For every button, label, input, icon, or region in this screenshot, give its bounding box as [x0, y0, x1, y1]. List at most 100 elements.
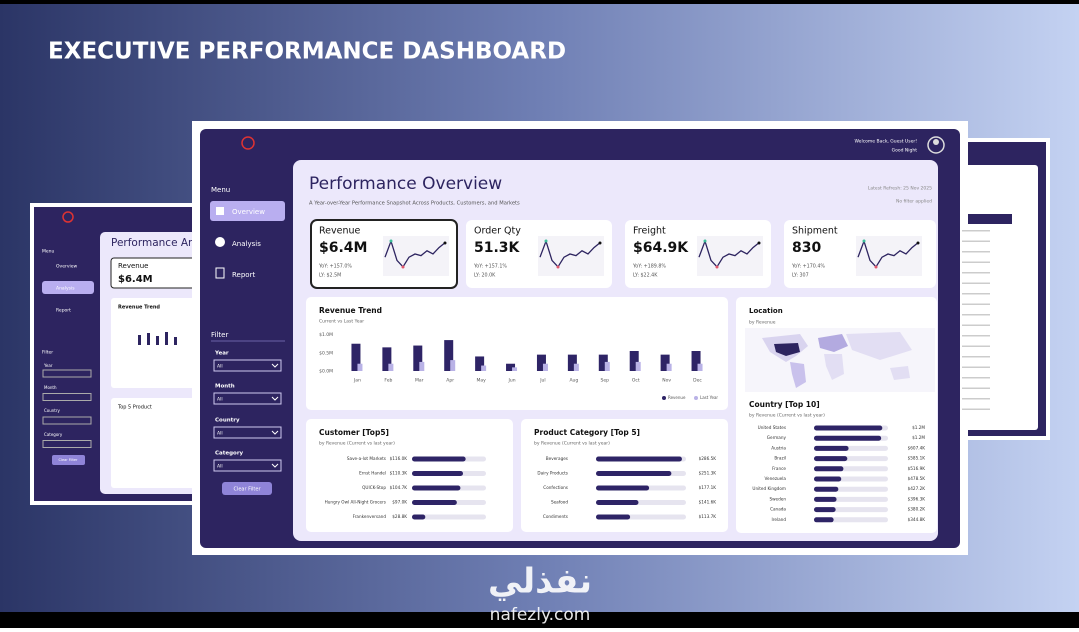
bar — [814, 496, 837, 502]
back-text: Report — [56, 308, 71, 314]
select-value: All — [217, 431, 223, 437]
menu-icon — [215, 237, 225, 247]
category-label: QUICK-Stop — [362, 485, 386, 490]
select-value: All — [217, 464, 223, 470]
back-row — [962, 293, 990, 295]
spark-dot — [715, 265, 719, 269]
menu-item[interactable]: Overview — [232, 208, 265, 216]
y-tick-label: $0.0M — [319, 369, 333, 375]
kpi-yoy: YoY: +189.8% — [632, 264, 666, 270]
back-text: Revenue — [118, 262, 149, 270]
value-label: $110.3K — [390, 471, 408, 476]
value-label: $177.1K — [699, 485, 717, 490]
bar — [412, 485, 461, 491]
spark-dot — [598, 241, 602, 245]
page-title: EXECUTIVE PERFORMANCE DASHBOARD — [48, 39, 566, 65]
kpi-ly: LY: 20.0K — [474, 273, 496, 279]
category-label: Frankenversand — [353, 514, 387, 519]
active-menu[interactable] — [42, 281, 94, 294]
button[interactable] — [52, 455, 85, 465]
watermark: نفذلي — [488, 562, 592, 602]
back-bar — [138, 335, 141, 345]
dropdown-arrow — [271, 430, 279, 435]
chart-title: Customer [Top5] — [319, 428, 389, 437]
select[interactable] — [213, 392, 282, 405]
category-label: Hungry Owl All-Night Grocers — [325, 500, 386, 505]
bar — [814, 466, 844, 472]
select[interactable] — [213, 426, 282, 439]
chart-title: Product Category [Top 5] — [534, 428, 640, 437]
x-tick-label: Mar — [415, 378, 424, 384]
category-label: Seafood — [551, 500, 568, 505]
back-row — [962, 272, 990, 274]
welcome: Welcome Back, Guest User! — [854, 139, 917, 145]
bar — [814, 456, 848, 462]
bar — [596, 500, 639, 505]
back-row — [962, 366, 990, 368]
select[interactable] — [213, 359, 282, 372]
category-label: Ernst Handel — [359, 471, 386, 476]
bar — [573, 363, 579, 371]
back-table-header — [960, 214, 1012, 224]
value-label: $380.2K — [908, 507, 926, 512]
bar — [382, 347, 392, 371]
back-text: Revenue Trend — [118, 305, 160, 311]
back-text: Menu — [42, 249, 55, 255]
back-text: Filter — [42, 350, 53, 356]
kpi-ly: LY: 307 — [792, 273, 809, 279]
back-text: Overview — [56, 264, 78, 270]
sparkline — [857, 239, 919, 268]
filter-field-label: Month — [215, 384, 235, 390]
back-bar — [147, 333, 150, 345]
bar — [814, 425, 883, 431]
back-text: $6.4M — [118, 274, 153, 285]
button[interactable] — [222, 482, 272, 495]
back-row — [962, 408, 990, 410]
value-label: $286.5K — [699, 456, 717, 461]
dropdown-arrow — [271, 363, 279, 368]
kpi-label: Order Qty — [474, 226, 521, 237]
category-label: Sweden — [769, 496, 786, 501]
back-row — [962, 356, 990, 358]
bar — [814, 445, 849, 451]
back-row — [962, 314, 990, 316]
back-row — [962, 261, 990, 263]
bar — [691, 351, 701, 371]
back-row — [962, 240, 990, 242]
kpi-ly: LY: $2.5M — [319, 273, 341, 279]
menu-item[interactable]: Analysis — [232, 240, 261, 248]
top-bar — [0, 0, 1079, 4]
back-row — [962, 282, 990, 284]
bar — [629, 351, 639, 371]
category-label: Canada — [770, 507, 786, 512]
sparkline — [698, 239, 760, 268]
value-label: $516.9K — [908, 466, 926, 471]
back-text: Top 5 Product — [117, 405, 152, 411]
category-label: Ireland — [772, 517, 787, 522]
spark-dot — [544, 239, 548, 243]
x-tick-label: Jul — [539, 378, 545, 384]
category-label: United Kingdom — [752, 486, 786, 491]
active-menu[interactable] — [210, 201, 285, 221]
logo — [241, 136, 255, 150]
back-row — [962, 324, 990, 326]
kpi-value: $6.4M — [319, 240, 367, 256]
category-label: Austria — [771, 445, 786, 450]
category-label: Germany — [767, 435, 787, 440]
button-label[interactable]: Clear Filter — [233, 487, 261, 493]
kpi-yoy: YoY: +157.1% — [473, 264, 507, 270]
bar — [604, 361, 610, 371]
value-label: $97.0K — [392, 500, 407, 505]
back-bar — [174, 337, 177, 345]
legend-label: Revenue — [668, 395, 686, 400]
panel — [111, 398, 196, 488]
bar — [697, 363, 703, 371]
watermark-url: nafezly.com — [490, 605, 591, 625]
avatar[interactable] — [927, 136, 945, 154]
select[interactable] — [213, 459, 282, 472]
bar — [814, 517, 834, 523]
category-label: Save-a-lot Markets — [347, 456, 386, 461]
greeting: Good Night — [892, 148, 918, 154]
filter-field-label: Year — [214, 351, 229, 357]
menu-item[interactable]: Report — [232, 271, 255, 279]
